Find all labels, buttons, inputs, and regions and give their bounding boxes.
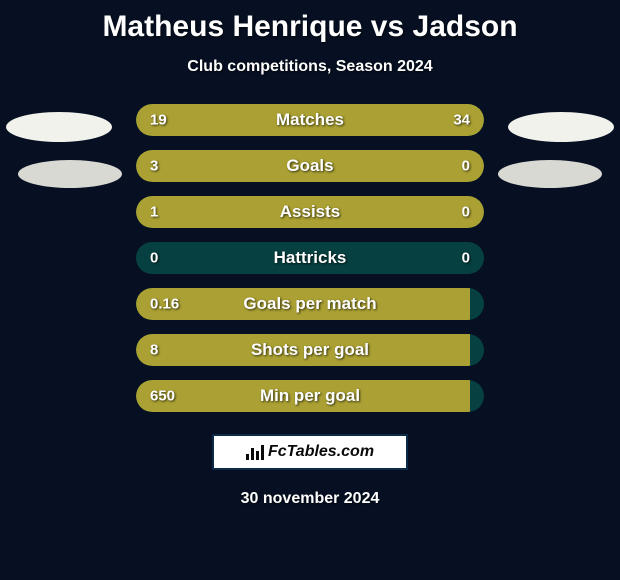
fctables-badge: FcTables.com <box>212 434 408 470</box>
stat-bar: Matches 19 34 <box>136 104 484 136</box>
stat-bar: Assists 1 0 <box>136 196 484 228</box>
stat-bar-left-value: 8 <box>150 342 158 359</box>
footer-date: 30 november 2024 <box>241 490 380 508</box>
stat-bar-left-value: 3 <box>150 158 158 175</box>
player-left-avatar-shape-2 <box>18 160 122 188</box>
stat-bar-right-value: 0 <box>462 204 470 221</box>
stat-bars-container: Matches1934Goals30Assists10Hattricks00Go… <box>136 104 484 412</box>
stat-bar-right-value: 34 <box>453 112 470 129</box>
stat-bar-left-value: 0 <box>150 250 158 267</box>
stat-bar-label: Min per goal <box>260 386 360 406</box>
stat-bar-label: Goals per match <box>243 294 376 314</box>
page-title: Matheus Henrique vs Jadson <box>102 10 517 44</box>
page-subtitle: Club competitions, Season 2024 <box>187 58 432 76</box>
stat-bar-right-fill <box>400 150 484 182</box>
stat-bar-right-fill <box>400 196 484 228</box>
stat-bar: Shots per goal 8 <box>136 334 484 366</box>
stat-bar: Goals 3 0 <box>136 150 484 182</box>
stat-bar-label: Hattricks <box>274 248 347 268</box>
stat-bar-right-value: 0 <box>462 250 470 267</box>
stat-bar-label: Assists <box>280 202 340 222</box>
stat-bar-label: Matches <box>276 110 344 130</box>
stat-bar-left-value: 0.16 <box>150 296 179 313</box>
stat-bar: Goals per match 0.16 <box>136 288 484 320</box>
comparison-infographic: Matheus Henrique vs Jadson Club competit… <box>0 0 620 580</box>
stat-bar-left-value: 650 <box>150 388 175 405</box>
bar-chart-icon <box>246 445 264 460</box>
stat-bar-label: Goals <box>286 156 333 176</box>
stat-bar-right-value: 0 <box>462 158 470 175</box>
stat-bar-label: Shots per goal <box>251 340 369 360</box>
player-right-avatar-shape-1 <box>508 112 614 142</box>
fctables-label: FcTables.com <box>268 443 374 461</box>
player-left-avatar-shape-1 <box>6 112 112 142</box>
stat-bar-left-value: 19 <box>150 112 167 129</box>
stat-bar-left-value: 1 <box>150 204 158 221</box>
stat-bar-left-fill <box>136 196 400 228</box>
stat-bar: Hattricks 0 0 <box>136 242 484 274</box>
compare-area: Matches1934Goals30Assists10Hattricks00Go… <box>0 104 620 412</box>
stat-bar-left-fill <box>136 150 400 182</box>
player-right-avatar-shape-2 <box>498 160 602 188</box>
stat-bar: Min per goal 650 <box>136 380 484 412</box>
